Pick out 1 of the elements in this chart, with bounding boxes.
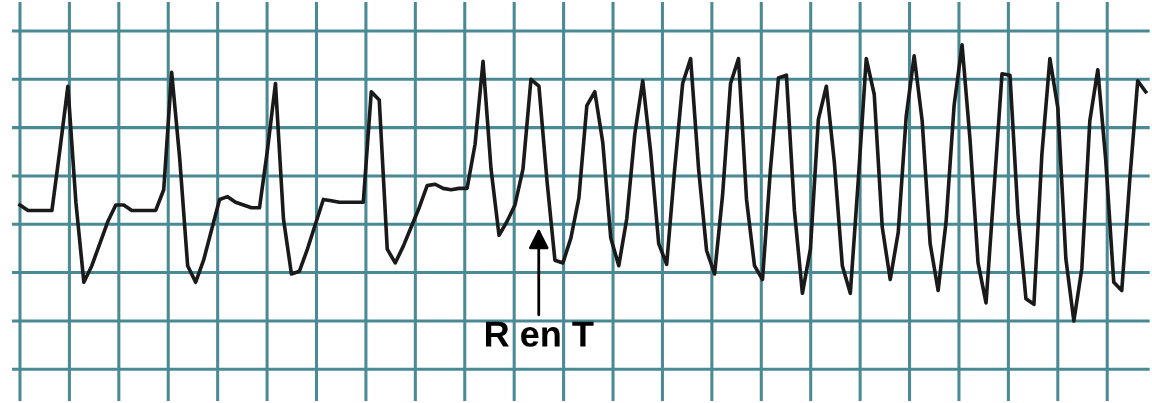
text: R en T — [486, 321, 594, 347]
